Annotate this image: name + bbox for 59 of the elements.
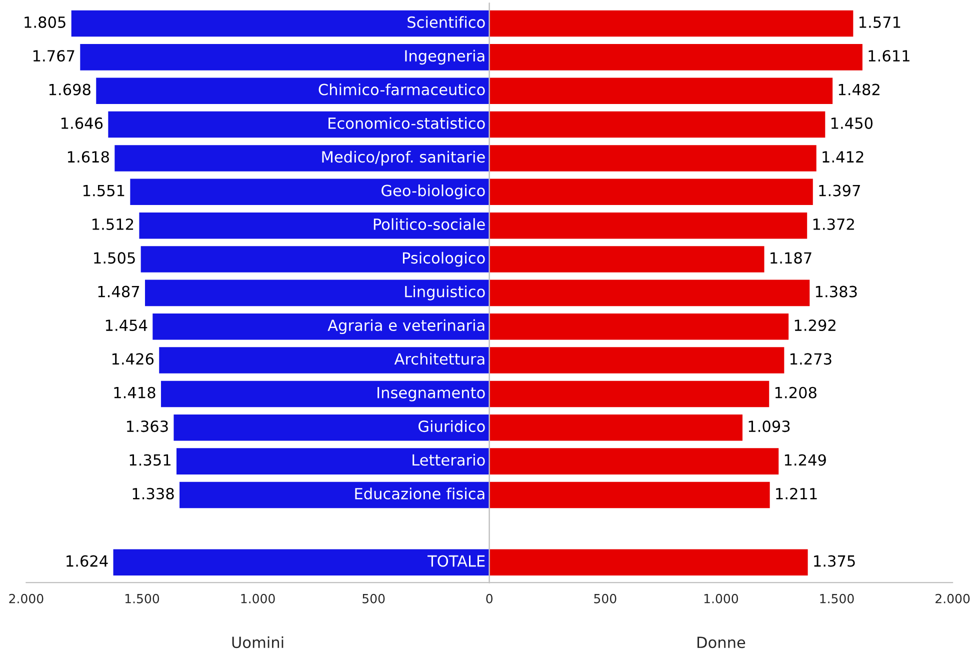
data-label: 1.418	[114, 386, 156, 398]
x-tick-label: 1.000	[704, 594, 738, 604]
data-label: 1.363	[127, 420, 168, 432]
y-tick-label: Linguistico	[405, 286, 485, 300]
y-tick-label: Economico-statistico	[328, 117, 485, 129]
x-tick-label: 2.000	[9, 594, 44, 604]
data-label: 1.611	[868, 50, 910, 62]
x-tick-label: 0	[486, 594, 493, 604]
data-label: 1.383	[816, 286, 857, 298]
y-tick-label: TOTALE	[427, 555, 485, 567]
x-axis-title: Donne	[698, 636, 746, 648]
data-label: 1.426	[112, 353, 154, 365]
data-label: 1.505	[94, 252, 135, 264]
y-tick-label: Medico/prof. sanitarie	[322, 150, 485, 166]
x-tick-label: 2.000	[936, 594, 970, 604]
y-tick-label: Politico-sociale	[374, 218, 485, 230]
data-label: 1.187	[770, 252, 812, 264]
data-label: 1.273	[790, 353, 832, 365]
data-label: 1.412	[822, 151, 864, 162]
data-label: 1.512	[92, 218, 134, 230]
data-label: 1.397	[819, 184, 860, 196]
data-label: 1.292	[794, 319, 836, 332]
data-label: 1.338	[132, 488, 174, 500]
y-tick-label: Architettura	[394, 352, 484, 365]
x-tick-label: 1.500	[820, 594, 854, 604]
data-label: 1.767	[33, 50, 74, 62]
y-tick-label: Ingegneria	[405, 50, 484, 65]
y-tick-label: Giuridico	[418, 420, 485, 432]
x-axis-title: Uomini	[232, 636, 284, 648]
data-label: 1.487	[98, 286, 140, 298]
data-label: 1.646	[61, 117, 103, 129]
data-label: 1.372	[813, 218, 854, 230]
data-label: 1.624	[66, 555, 108, 567]
data-label: 1.351	[130, 454, 170, 466]
y-tick-label: Chimico-farmaceutico	[318, 83, 485, 96]
data-label: 1.208	[775, 386, 816, 398]
data-label: 1.454	[106, 320, 148, 332]
y-tick-label: Educazione fisica	[355, 488, 484, 500]
x-tick-label: 1.500	[125, 594, 160, 604]
data-label: 1.618	[68, 151, 109, 163]
data-label: 1.249	[784, 454, 826, 466]
y-tick-label: Insegnamento	[378, 387, 485, 402]
y-tick-label: Letterario	[412, 454, 485, 466]
x-tick-label: 500	[362, 594, 385, 604]
data-label: 1.551	[83, 184, 124, 196]
y-tick-label: Geo-biologico	[382, 184, 485, 200]
x-tick-label: 1.000	[241, 594, 275, 604]
data-label: 1.805	[24, 16, 66, 28]
y-tick-label: Psicologico	[402, 252, 485, 267]
data-label: 1.571	[860, 16, 900, 28]
data-label: 1.093	[748, 420, 790, 432]
y-tick-label: Scientifico	[408, 16, 485, 28]
data-label: 1.211	[776, 488, 817, 500]
y-tick-label: Agraria e veterinaria	[328, 319, 484, 334]
x-tick-label: 500	[594, 594, 616, 604]
data-label: 1.698	[49, 84, 90, 96]
data-label: 1.375	[814, 555, 855, 567]
data-label: 1.482	[838, 84, 880, 96]
data-label: 1.450	[831, 117, 873, 129]
